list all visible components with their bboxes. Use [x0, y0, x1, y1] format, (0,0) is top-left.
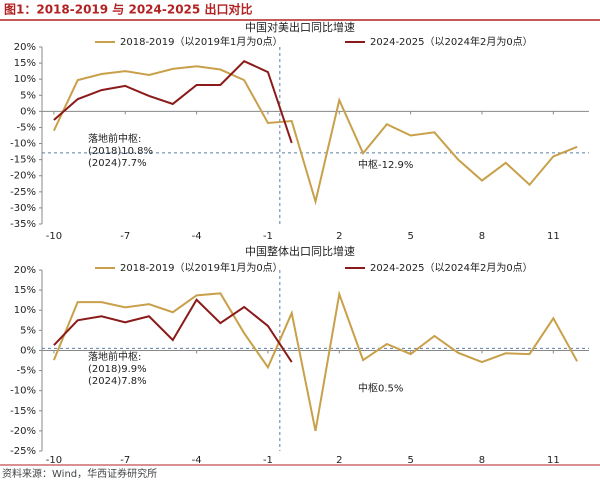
x-tick-label: 8: [479, 231, 485, 242]
y-tick-label: -15%: [10, 155, 36, 166]
x-tick-label: 5: [407, 455, 413, 466]
x-tick-label: -7: [120, 231, 130, 242]
y-tick-label: -5%: [17, 366, 36, 377]
x-tick-label: 2: [336, 231, 342, 242]
legend-label: 2018-2019（以2019年1月为0点）: [120, 35, 283, 48]
chart-title: 中国整体出口同比增速: [245, 244, 355, 258]
source: 资料来源：Wind，华西证券研究所: [2, 467, 157, 480]
x-tick-label: -1: [263, 231, 273, 242]
reference-label: 中枢0.5%: [358, 381, 403, 394]
y-tick-label: -10%: [10, 386, 36, 397]
x-tick-label: -4: [192, 231, 202, 242]
x-tick-label: -1: [263, 455, 273, 466]
x-tick-label: 8: [479, 455, 485, 466]
x-tick-label: -4: [192, 455, 202, 466]
x-tick-label: 5: [407, 231, 413, 242]
annotation: 落地前中枢:: [88, 350, 141, 363]
x-tick-label: 2: [336, 455, 342, 466]
y-tick-label: -35%: [10, 219, 36, 230]
chart-title: 中国对美出口同比增速: [245, 20, 355, 34]
x-tick-label: 11: [547, 455, 560, 466]
y-tick-label: -5%: [17, 122, 36, 133]
y-tick-label: 0%: [20, 106, 36, 117]
annotation: (2018)10.8%: [88, 146, 153, 157]
legend-label: 2024-2025（以2024年2月为0点）: [370, 261, 533, 274]
annotation: (2024)7.7%: [88, 158, 147, 169]
y-tick-label: -25%: [10, 187, 36, 198]
x-tick-label: -10: [46, 455, 62, 466]
reference-label: 中枢-12.9%: [358, 158, 413, 171]
y-tick-label: -10%: [10, 139, 36, 150]
y-tick-label: 5%: [20, 325, 36, 336]
y-tick-label: -25%: [10, 446, 36, 457]
y-tick-label: -15%: [10, 406, 36, 417]
y-tick-label: 0%: [20, 345, 36, 356]
y-tick-label: 15%: [14, 58, 36, 69]
y-tick-label: 10%: [14, 305, 36, 316]
y-tick-label: 20%: [14, 42, 36, 53]
x-tick-label: 11: [547, 231, 560, 242]
x-tick-label: -10: [46, 231, 62, 242]
y-tick-label: -20%: [10, 426, 36, 437]
y-tick-label: 5%: [20, 90, 36, 101]
page-title: 图1：2018-2019 与 2024-2025 出口对比: [4, 2, 252, 17]
y-tick-label: 15%: [14, 285, 36, 296]
y-tick-label: -20%: [10, 171, 36, 182]
y-tick-label: 10%: [14, 74, 36, 85]
series-line: [53, 298, 293, 363]
legend-label: 2018-2019（以2019年1月为0点）: [120, 261, 283, 274]
annotation: 落地前中枢:: [88, 132, 141, 145]
annotation: (2018)9.9%: [88, 364, 147, 375]
y-tick-label: 20%: [14, 265, 36, 276]
legend-label: 2024-2025（以2024年2月为0点）: [370, 35, 533, 48]
series-line: [52, 290, 578, 432]
y-tick-label: -30%: [10, 203, 36, 214]
series-line: [53, 59, 293, 144]
annotation: (2024)7.8%: [88, 376, 147, 387]
series-line: [52, 65, 578, 206]
x-tick-label: -7: [120, 455, 130, 466]
